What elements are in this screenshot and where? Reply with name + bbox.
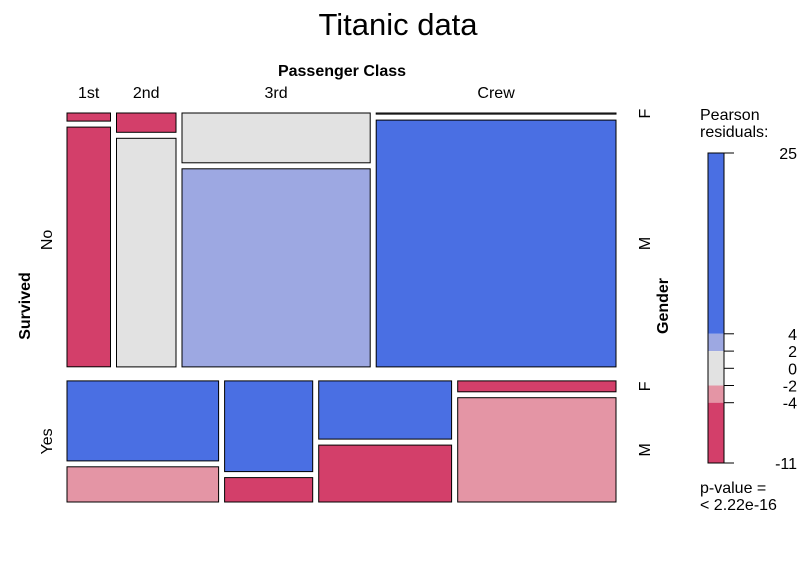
x-level-label-1st: 1st	[78, 85, 100, 102]
tile-yes-2nd-f	[224, 380, 314, 473]
gender-label-yes-m: M	[637, 443, 654, 456]
mosaic-labels: 1st 2nd 3rd F M Crew No F M Yes	[39, 85, 654, 457]
tile-yes-1st-f	[66, 380, 220, 462]
legend-band-neutral	[708, 351, 724, 386]
tile-yes-2nd-m	[224, 477, 314, 503]
legend-tick-label: 2	[788, 344, 797, 361]
tile-yes-3rd-f	[318, 380, 453, 440]
tile-yes-crew-f	[457, 380, 617, 393]
tile-yes-crew-m	[457, 397, 617, 503]
tile-yes-3rd-m	[318, 444, 453, 503]
legend-band-neg-strong	[708, 402, 724, 463]
x-axis-title: Passenger Class	[278, 63, 406, 80]
legend-band-pos-medium	[708, 333, 724, 351]
legend-tick-label: 25	[779, 146, 797, 163]
y-level-label-yes: Yes	[39, 428, 56, 454]
legend-title-line1: Pearson	[700, 107, 760, 124]
tile-no-crew-f	[375, 112, 617, 115]
legend-band-pos-strong	[708, 153, 724, 334]
tile-no-3rd-m	[181, 168, 371, 368]
legend-tick-label: 4	[788, 327, 797, 344]
gender-label-yes-f: F	[637, 381, 654, 391]
x-level-label-2nd: 2nd	[133, 85, 160, 102]
legend-title-line2: residuals:	[700, 124, 768, 141]
y-level-label-no: No	[39, 230, 56, 251]
p-value-value: < 2.22e-16	[700, 497, 777, 514]
x-level-label-crew: Crew	[477, 85, 515, 102]
gender-axis-title: Gender	[655, 278, 672, 334]
tile-no-1st-m	[66, 126, 111, 368]
p-value-label: p-value =	[700, 480, 766, 497]
legend-tick-label: -4	[783, 396, 797, 413]
tile-no-crew-m	[375, 119, 617, 368]
tile-no-2nd-m	[116, 137, 177, 368]
gender-label-no-m: M	[637, 237, 654, 250]
mosaic-tiles	[66, 112, 617, 503]
legend-bar-outline	[707, 152, 725, 464]
gender-label-no-f: F	[637, 108, 654, 118]
y-axis-title: Survived	[17, 272, 34, 340]
x-level-label-3rd: 3rd	[265, 85, 288, 102]
legend-tick-label: -11	[775, 456, 797, 473]
chart-title: Titanic data	[318, 7, 478, 42]
legend-tick-label: -2	[783, 379, 797, 396]
tile-no-3rd-f	[181, 112, 371, 164]
tile-no-2nd-f	[116, 112, 177, 133]
legend-tick-label: 0	[788, 361, 797, 378]
tile-no-1st-f	[66, 112, 111, 122]
tile-yes-1st-m	[66, 466, 220, 503]
legend-band-neg-medium	[708, 385, 724, 403]
